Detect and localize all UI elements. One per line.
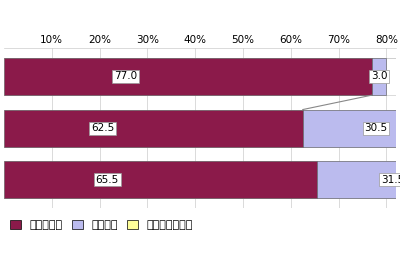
Text: 62.5: 62.5 [91, 123, 114, 133]
Text: 65.5: 65.5 [96, 175, 119, 185]
Text: 30.5: 30.5 [364, 123, 387, 133]
Text: 77.0: 77.0 [114, 72, 137, 81]
Text: 31.5: 31.5 [381, 175, 400, 185]
Bar [4, 161, 317, 198]
Bar [372, 58, 386, 95]
Legend: 大きく影響, やや影響, 影響していない: 大きく影響, やや影響, 影響していない [10, 220, 193, 230]
Text: 3.0: 3.0 [371, 72, 388, 81]
Bar [4, 58, 372, 95]
Bar [4, 109, 303, 147]
Bar [303, 109, 400, 147]
Bar [317, 161, 400, 198]
